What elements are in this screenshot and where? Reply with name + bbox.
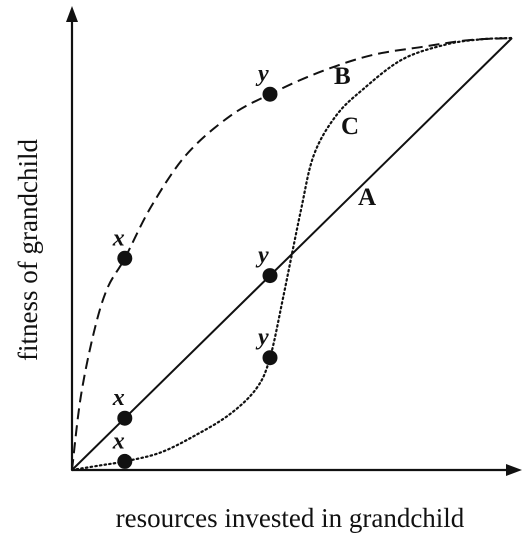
y-axis-arrow xyxy=(66,6,78,22)
point-c-x xyxy=(117,453,133,469)
point-c-y-label: y xyxy=(255,325,269,351)
curve-a xyxy=(71,37,513,471)
curve-a-label: A xyxy=(358,184,376,211)
point-b-x-label: x xyxy=(112,225,125,251)
series-layer xyxy=(70,36,514,472)
point-b-x xyxy=(117,250,133,266)
label-layer: Ax y Bx y Cx y xyxy=(112,61,376,454)
y-axis-label: fitness of grandchild xyxy=(13,139,43,361)
x-axis-arrow xyxy=(506,464,522,476)
point-c-x-label: x xyxy=(112,428,125,454)
point-b-y xyxy=(262,86,278,102)
point-c-y xyxy=(262,350,278,366)
marker-layer xyxy=(117,86,278,469)
curve-c xyxy=(70,36,514,472)
curve-b xyxy=(71,37,513,471)
curve-c-label: C xyxy=(341,113,359,140)
axes xyxy=(66,6,522,476)
curve-b-label: B xyxy=(334,63,351,90)
point-a-y xyxy=(262,268,278,284)
point-a-y-label: y xyxy=(255,243,269,269)
point-a-x-label: x xyxy=(112,385,125,411)
point-a-x xyxy=(117,410,133,426)
point-b-y-label: y xyxy=(255,61,269,87)
x-axis-label: resources invested in grandchild xyxy=(116,503,465,533)
